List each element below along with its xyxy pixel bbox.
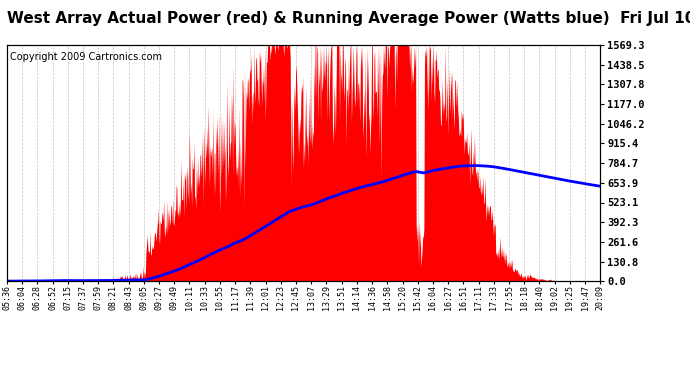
Text: Copyright 2009 Cartronics.com: Copyright 2009 Cartronics.com: [10, 52, 162, 62]
Text: West Array Actual Power (red) & Running Average Power (Watts blue)  Fri Jul 10 2: West Array Actual Power (red) & Running …: [7, 11, 690, 26]
